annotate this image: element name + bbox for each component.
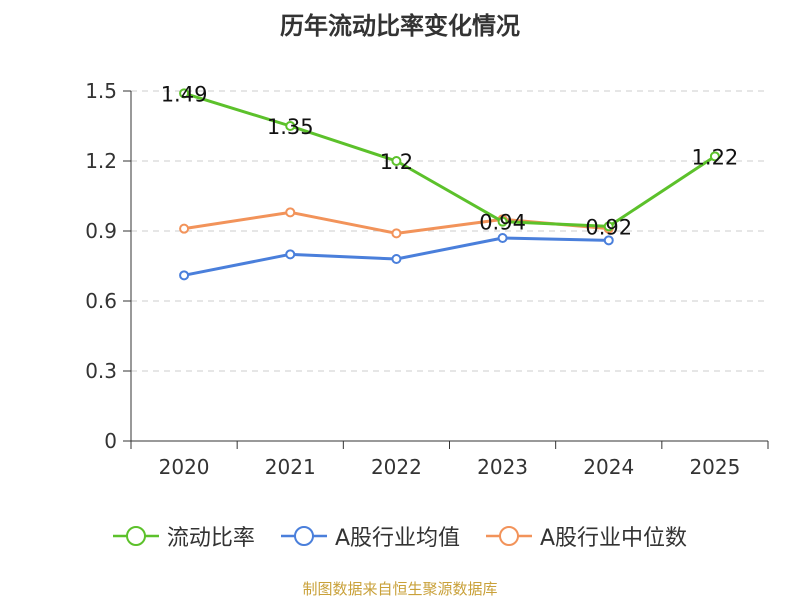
x-tick-label: 2022 — [371, 455, 422, 479]
data-label: 0.92 — [585, 215, 632, 239]
chart-legend: 流动比率 A股行业均值 A股行业中位数 — [0, 520, 800, 552]
legend-item[interactable]: A股行业均值 — [280, 520, 460, 552]
data-label: 1.35 — [267, 115, 314, 139]
legend-swatch-icon — [280, 526, 327, 546]
legend-label: A股行业中位数 — [540, 526, 688, 551]
legend-item[interactable]: 流动比率 — [112, 520, 255, 552]
data-label: 1.22 — [692, 145, 739, 169]
data-point — [285, 207, 296, 218]
legend-marker — [125, 526, 146, 546]
data-label: 1.49 — [161, 82, 208, 106]
x-tick-label: 2024 — [583, 455, 634, 479]
x-tick-label: 2023 — [477, 455, 528, 479]
data-point — [391, 156, 402, 166]
data-point — [285, 249, 296, 260]
legend-label: A股行业均值 — [334, 526, 460, 551]
data-point — [179, 88, 190, 99]
legend-marker — [293, 526, 314, 546]
series-line — [183, 91, 716, 228]
x-tick-label: 2021 — [265, 455, 316, 479]
y-tick-label: 0.6 — [85, 289, 117, 313]
x-tick-label: 2025 — [689, 455, 740, 479]
y-tick-label: 1.2 — [85, 149, 117, 173]
data-label: 0.94 — [479, 211, 526, 235]
y-tick-label: 1.5 — [85, 79, 117, 103]
source-footer: 制图数据来自恒生聚源数据库 — [302, 580, 498, 598]
data-point — [603, 235, 614, 246]
chart-title: 历年流动比率变化情况 — [280, 12, 520, 40]
data-point — [391, 228, 402, 239]
data-point — [497, 233, 508, 243]
data-point — [179, 270, 190, 281]
y-tick-label: 0 — [104, 429, 117, 453]
data-point — [709, 151, 720, 162]
data-point — [497, 216, 508, 227]
legend-swatch-icon — [486, 526, 532, 546]
data-point — [179, 223, 190, 234]
legend-label: 流动比率 — [166, 526, 255, 551]
data-point — [603, 221, 614, 232]
legend-item[interactable]: A股行业中位数 — [486, 520, 687, 552]
data-label: 1.2 — [380, 150, 413, 174]
x-tick-label: 2020 — [159, 455, 210, 479]
y-tick-label: 0.9 — [85, 219, 117, 243]
data-point — [285, 121, 296, 131]
legend-swatch-icon — [112, 526, 159, 546]
legend-marker — [499, 526, 519, 546]
y-tick-label: 0.3 — [85, 359, 117, 383]
data-point — [391, 254, 402, 264]
